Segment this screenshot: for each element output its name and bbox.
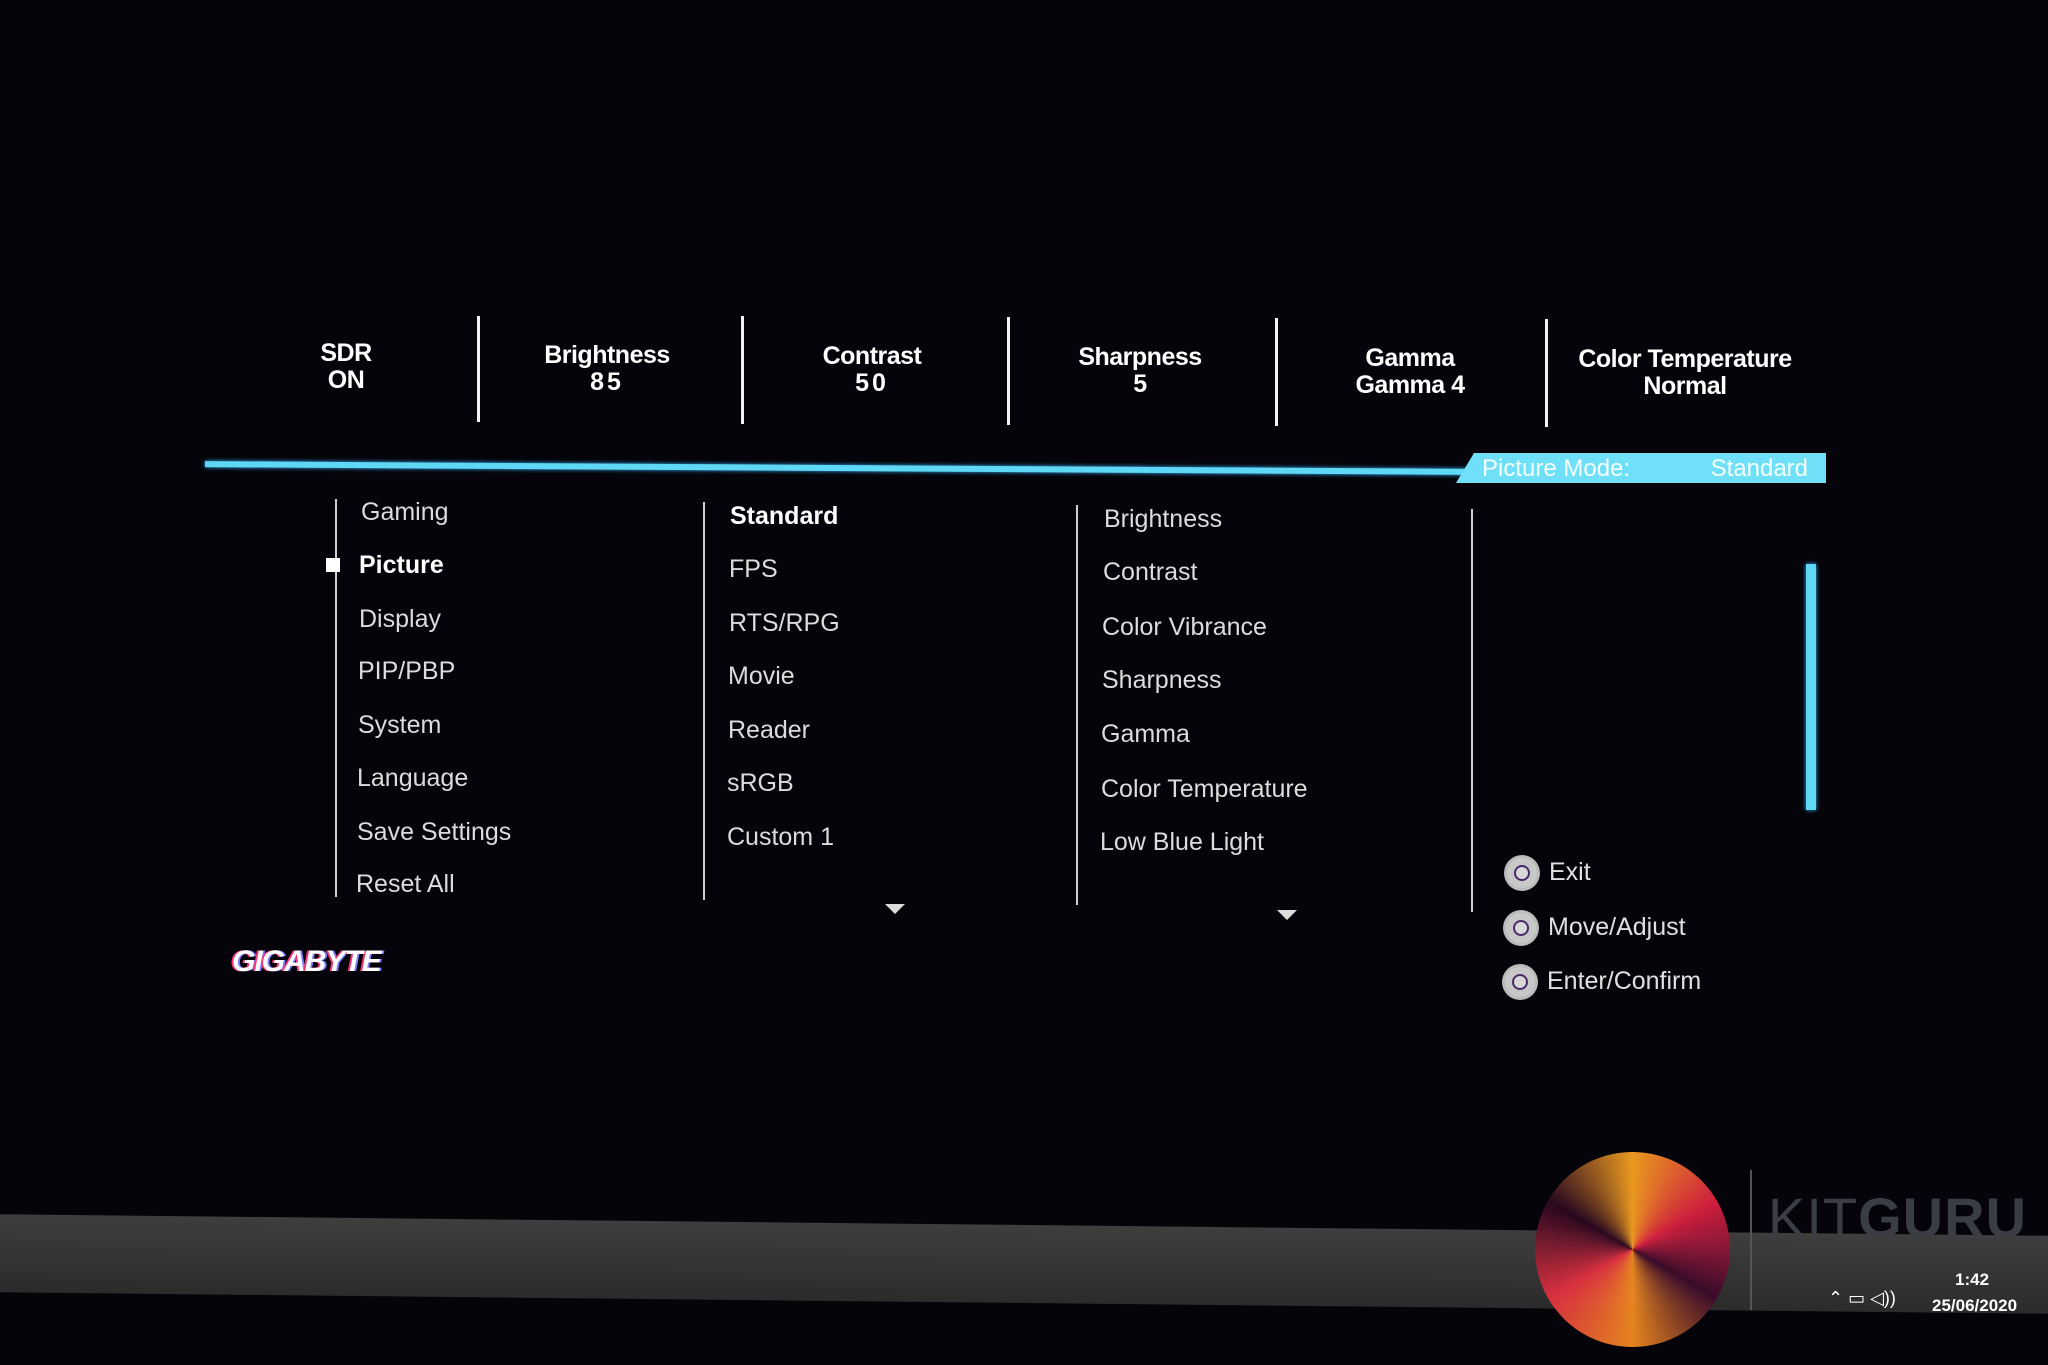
status-sdr: SDR ON bbox=[226, 340, 466, 394]
mode-rts-rpg[interactable]: RTS/RPG bbox=[729, 609, 840, 637]
menu-item-display[interactable]: Display bbox=[359, 605, 441, 633]
mode-movie[interactable]: Movie bbox=[728, 662, 795, 690]
status-label: Sharpness bbox=[1078, 343, 1202, 371]
help-enter-confirm: Enter/Confirm bbox=[1547, 967, 1702, 995]
status-label: Gamma bbox=[1365, 344, 1455, 372]
status-value: Gamma 4 bbox=[1355, 371, 1465, 399]
mode-standard[interactable]: Standard bbox=[730, 502, 839, 530]
divider bbox=[1545, 319, 1548, 427]
joystick-icon bbox=[1506, 913, 1536, 943]
header-accent-line bbox=[205, 461, 1470, 475]
menu-item-system[interactable]: System bbox=[358, 711, 442, 739]
taskbar bbox=[0, 1214, 2048, 1314]
status-label: SDR bbox=[320, 339, 372, 367]
menu-item-save-settings[interactable]: Save Settings bbox=[357, 818, 512, 846]
mode-srgb[interactable]: sRGB bbox=[727, 769, 794, 797]
joystick-icon bbox=[1505, 967, 1535, 997]
setting-gamma[interactable]: Gamma bbox=[1101, 720, 1190, 748]
divider bbox=[741, 316, 744, 424]
tray-icons[interactable]: ⌃ ▭ ◁)) bbox=[1828, 1288, 1896, 1308]
watermark-kit: KIT bbox=[1768, 1186, 1859, 1249]
watermark-divider bbox=[1750, 1170, 1752, 1310]
status-value: ON bbox=[327, 366, 365, 394]
gigabyte-logo: GIGABYTE bbox=[232, 945, 382, 978]
menu-item-language[interactable]: Language bbox=[357, 764, 469, 792]
setting-color-temperature[interactable]: Color Temperature bbox=[1101, 775, 1308, 803]
kitguru-watermark: KITGURU bbox=[1768, 1185, 2027, 1250]
setting-color-vibrance[interactable]: Color Vibrance bbox=[1102, 613, 1267, 641]
kitguru-logo-icon bbox=[1535, 1152, 1730, 1347]
scroll-down-arrow-icon[interactable] bbox=[1277, 910, 1297, 920]
status-value: 5 bbox=[1133, 370, 1147, 398]
status-label: Brightness bbox=[544, 341, 670, 369]
divider bbox=[477, 316, 480, 422]
help-move-adjust: Move/Adjust bbox=[1548, 913, 1686, 941]
picture-mode-label: Picture Mode: bbox=[1482, 455, 1631, 482]
status-value: Normal bbox=[1643, 372, 1727, 400]
status-contrast: Contrast 50 bbox=[752, 343, 992, 397]
selected-bullet-icon bbox=[326, 558, 340, 572]
divider bbox=[1007, 317, 1010, 425]
joystick-icon bbox=[1507, 858, 1537, 888]
setting-contrast[interactable]: Contrast bbox=[1103, 558, 1198, 586]
menu-item-picture[interactable]: Picture bbox=[359, 551, 444, 579]
column-divider bbox=[1076, 505, 1078, 905]
scroll-down-arrow-icon[interactable] bbox=[885, 904, 905, 914]
status-sharpness: Sharpness 5 bbox=[1020, 344, 1260, 398]
mode-custom-1[interactable]: Custom 1 bbox=[727, 823, 834, 851]
status-value: 50 bbox=[855, 369, 889, 397]
picture-mode-tab: Picture Mode: Standard bbox=[1456, 453, 1826, 483]
help-exit: Exit bbox=[1549, 858, 1591, 886]
setting-sharpness[interactable]: Sharpness bbox=[1102, 666, 1222, 694]
mode-reader[interactable]: Reader bbox=[728, 716, 810, 744]
taskbar-time[interactable]: 1:42 bbox=[1955, 1270, 1990, 1289]
status-label: Contrast bbox=[822, 342, 922, 370]
status-value: 85 bbox=[590, 368, 624, 396]
taskbar-date[interactable]: 25/06/2020 bbox=[1932, 1296, 2018, 1315]
watermark-guru: GURU bbox=[1858, 1186, 2028, 1249]
status-label: Color Temperature bbox=[1578, 345, 1792, 373]
divider bbox=[1275, 318, 1278, 426]
column-divider bbox=[703, 502, 705, 900]
status-color-temperature: Color Temperature Normal bbox=[1560, 346, 1810, 400]
picture-mode-value: Standard bbox=[1710, 455, 1808, 482]
setting-brightness[interactable]: Brightness bbox=[1104, 505, 1223, 533]
status-brightness: Brightness 85 bbox=[487, 342, 727, 396]
scrollbar[interactable] bbox=[1806, 564, 1816, 810]
menu-item-reset-all[interactable]: Reset All bbox=[356, 870, 455, 898]
mode-fps[interactable]: FPS bbox=[729, 555, 778, 583]
menu-item-gaming[interactable]: Gaming bbox=[361, 498, 449, 526]
status-gamma: Gamma Gamma 4 bbox=[1290, 345, 1530, 399]
setting-low-blue-light[interactable]: Low Blue Light bbox=[1100, 828, 1265, 856]
column-divider bbox=[335, 499, 337, 897]
column-divider bbox=[1471, 509, 1473, 912]
menu-item-pip-pbp[interactable]: PIP/PBP bbox=[358, 657, 456, 685]
